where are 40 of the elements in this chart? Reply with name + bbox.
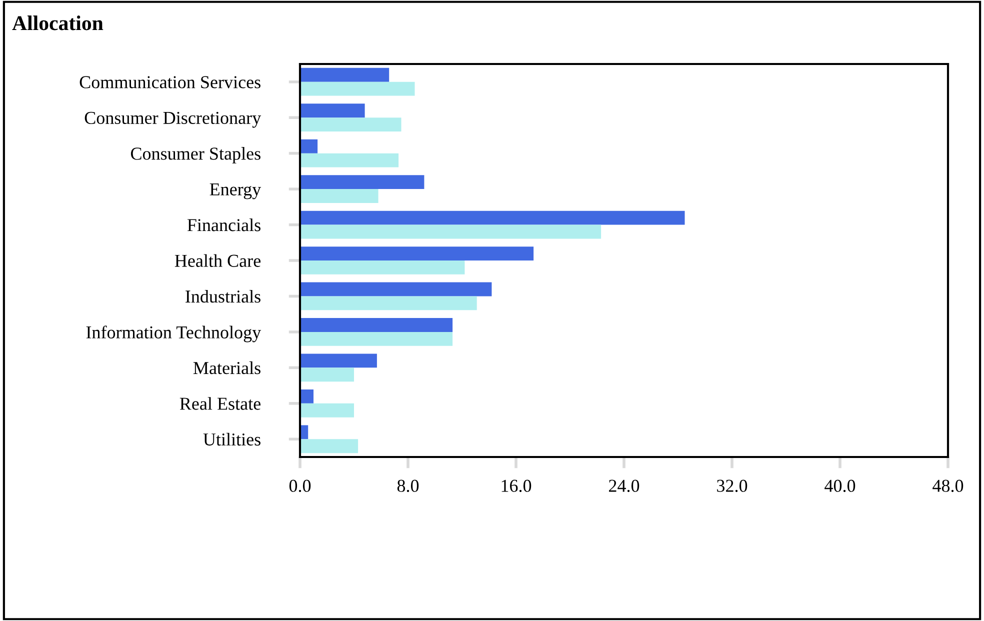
y-tick-label: Energy xyxy=(210,183,262,200)
x-tick-label: 24.0 xyxy=(608,480,640,492)
x-tick-label: 32.0 xyxy=(717,480,748,492)
bar xyxy=(300,118,402,132)
y-tick-label: Materials xyxy=(193,361,260,374)
bar xyxy=(300,139,318,154)
bar xyxy=(300,153,399,168)
y-tick-label: Financials xyxy=(187,218,260,232)
bar xyxy=(300,189,378,203)
x-tick-label: 8.0 xyxy=(397,480,419,492)
bar xyxy=(300,210,685,225)
y-tick-label: Consumer Discretionary xyxy=(84,112,262,128)
bar xyxy=(300,439,358,454)
text: Allocation xyxy=(12,16,104,30)
bar xyxy=(300,296,477,310)
bar xyxy=(300,68,390,82)
x-tick-label: 16.0 xyxy=(502,480,532,492)
y-tick-label: Utilities xyxy=(203,432,260,446)
bar xyxy=(300,260,465,274)
bar xyxy=(300,318,453,332)
bar xyxy=(300,403,354,418)
bar xyxy=(300,389,314,404)
y-tick-label: Health Care xyxy=(174,254,260,267)
y-tick-label: Real Estate xyxy=(180,397,260,410)
bar xyxy=(300,368,354,382)
y-tick-label: Information Technology xyxy=(86,326,262,342)
bar xyxy=(300,82,415,96)
bar xyxy=(300,175,424,190)
y-tick-label: Communication Services xyxy=(80,76,260,88)
x-tick-label: 40.0 xyxy=(824,480,856,492)
bar xyxy=(300,282,492,296)
bar xyxy=(300,104,365,118)
x-tick-label: 0.0 xyxy=(289,480,311,492)
bar xyxy=(300,332,453,346)
x-tick-label: 48.0 xyxy=(932,480,964,492)
bar xyxy=(300,224,602,239)
bar xyxy=(300,246,534,260)
y-tick-label: Industrials xyxy=(186,290,260,303)
bar xyxy=(300,354,377,368)
y-tick-label: Consumer Staples xyxy=(130,147,260,164)
